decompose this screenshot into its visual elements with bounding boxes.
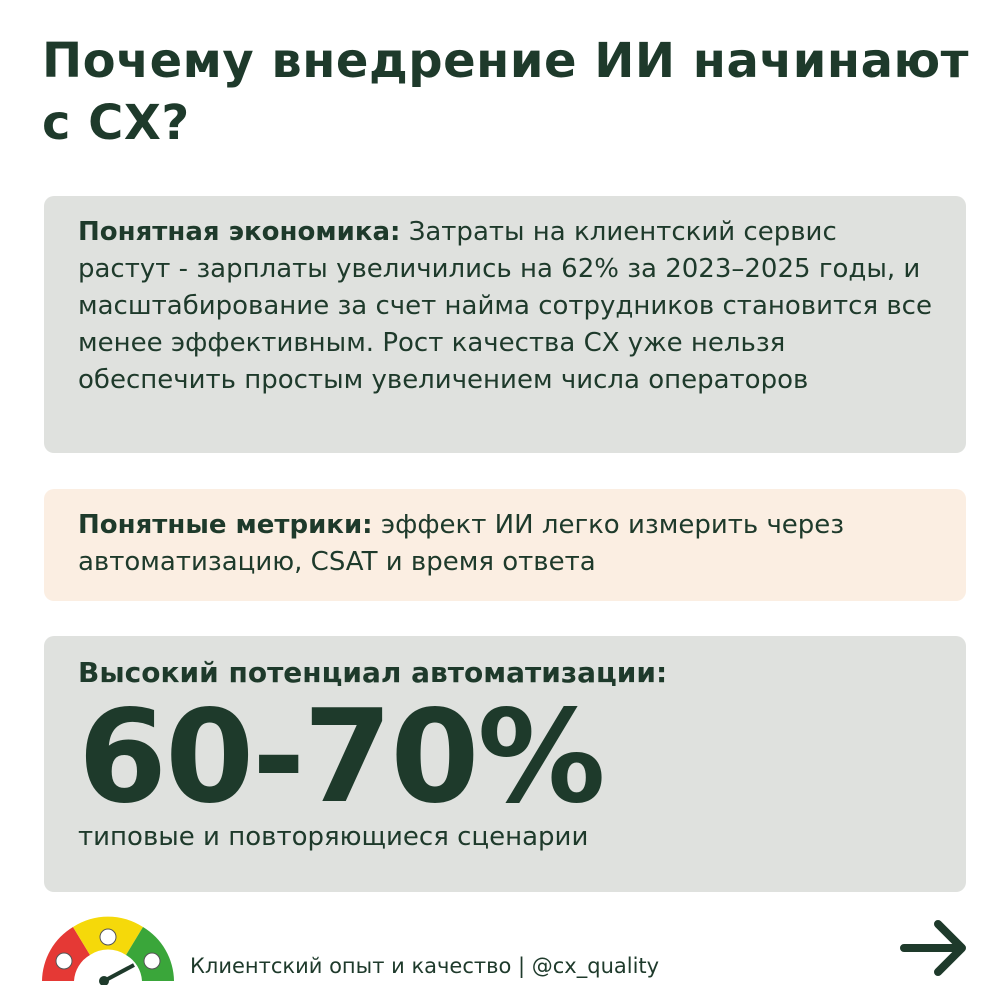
footer-text: Клиентский опыт и качество | @cx_quality — [190, 954, 660, 978]
card-text: Понятные метрики: эффект ИИ легко измери… — [78, 507, 932, 581]
highlight-value: 60-70% — [78, 683, 606, 832]
needle-hub — [99, 976, 109, 985]
card-lead: Понятные метрики: — [78, 510, 373, 540]
card: Понятная экономика: Затраты на клиентски… — [44, 196, 966, 453]
highlight-lead: Высокий потенциал автоматизации: — [78, 656, 668, 689]
face — [55, 952, 73, 970]
gauge-icon — [42, 916, 174, 985]
face — [143, 952, 161, 970]
needle — [103, 963, 135, 983]
face — [99, 928, 117, 946]
card: Понятные метрики: эффект ИИ легко измери… — [44, 489, 966, 601]
card-lead: Понятная экономика: — [78, 217, 401, 247]
highlight-card: Высокий потенциал автоматизации: 60-70% … — [44, 636, 966, 892]
title: Почему внедрение ИИ начинают с СХ? — [42, 33, 969, 151]
card-text: Понятная экономика: Затраты на клиентски… — [78, 214, 932, 399]
next-arrow — [900, 920, 966, 976]
highlight-caption: типовые и повторяющиеся сценарии — [78, 822, 589, 852]
card-body: эффект ИИ легко измерить через автоматиз… — [78, 510, 845, 577]
card-body: Затраты на клиентский сервис растут - за… — [78, 217, 932, 395]
